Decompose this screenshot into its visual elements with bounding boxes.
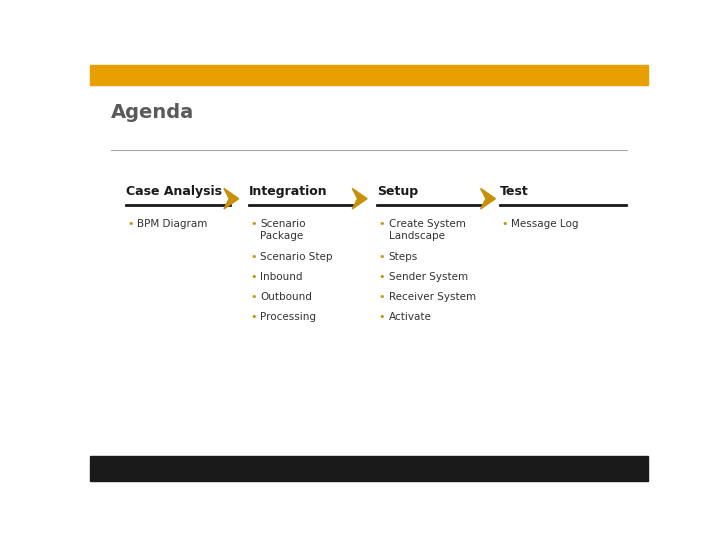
Text: Scenario
Package: Scenario Package: [260, 219, 306, 241]
Text: •: •: [379, 312, 385, 322]
Text: Agenda: Agenda: [111, 103, 194, 122]
Text: Sender System: Sender System: [389, 272, 468, 282]
Text: Setup: Setup: [377, 185, 418, 198]
Text: •: •: [501, 219, 508, 230]
Text: © 2011 SAP AG. All rights reserved.: © 2011 SAP AG. All rights reserved.: [107, 464, 269, 473]
Text: Inbound: Inbound: [260, 272, 302, 282]
Text: •: •: [379, 292, 385, 302]
Bar: [90, 456, 648, 481]
Polygon shape: [224, 188, 239, 209]
Text: Test: Test: [500, 185, 529, 198]
Text: •: •: [127, 219, 134, 230]
Text: 3: 3: [626, 464, 631, 473]
Text: •: •: [379, 219, 385, 230]
Text: •: •: [379, 272, 385, 282]
Text: Create System
Landscape: Create System Landscape: [389, 219, 465, 241]
Text: Integration: Integration: [249, 185, 328, 198]
Bar: [90, 65, 648, 85]
Text: Message Log: Message Log: [511, 219, 579, 230]
Text: Outbound: Outbound: [260, 292, 312, 302]
Text: Receiver System: Receiver System: [389, 292, 476, 302]
Text: Case Analysis: Case Analysis: [126, 185, 222, 198]
Text: BPM Diagram: BPM Diagram: [138, 219, 208, 230]
Text: •: •: [250, 312, 256, 322]
Text: •: •: [379, 252, 385, 262]
Polygon shape: [352, 188, 367, 209]
Polygon shape: [481, 188, 495, 209]
Text: •: •: [250, 252, 256, 262]
Text: Processing: Processing: [260, 312, 316, 322]
Text: •: •: [250, 292, 256, 302]
Text: •: •: [250, 272, 256, 282]
Text: Activate: Activate: [389, 312, 431, 322]
Text: Scenario Step: Scenario Step: [260, 252, 333, 262]
Text: •: •: [250, 219, 256, 230]
Text: Steps: Steps: [389, 252, 418, 262]
